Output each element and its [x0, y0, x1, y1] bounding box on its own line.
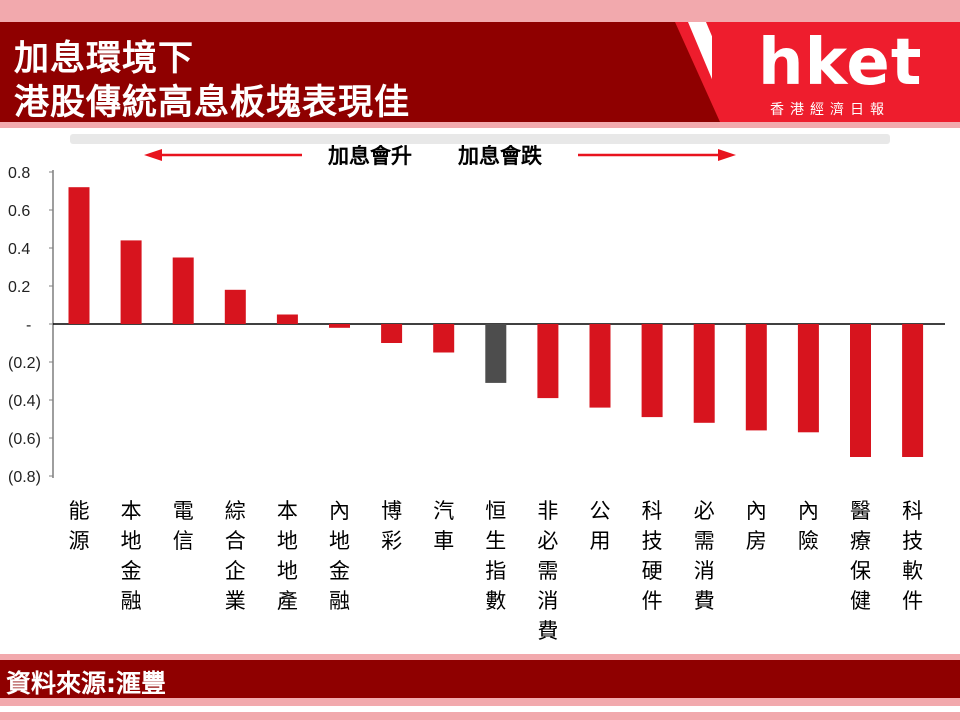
y-tick-label: -: [26, 317, 31, 334]
bar-5: [276, 314, 298, 324]
y-tick-label: (0.4): [8, 393, 41, 410]
rise-label: 加息會升: [327, 145, 412, 168]
bottom-decor-line: [0, 706, 960, 712]
header-divider: [0, 122, 960, 128]
x-category-label: 非必需消費: [537, 499, 558, 643]
x-category-label: 醫療保健: [850, 499, 871, 613]
bar-7: [381, 324, 403, 343]
bar-8: [433, 324, 455, 353]
x-category-label: 能源: [69, 499, 90, 553]
x-category-label: 博彩: [381, 499, 402, 553]
bar-4: [224, 289, 246, 324]
x-category-label: 內險: [798, 499, 819, 553]
x-category-label: 綜合企業: [225, 499, 246, 613]
x-category-label: 必需消費: [694, 499, 715, 613]
bar-11: [589, 324, 611, 408]
y-tick-label: 0.2: [8, 279, 30, 296]
y-tick-label: (0.6): [8, 431, 41, 448]
bar-chart: 0.8 0.6 0.4 0.2 - (0.2) (0.4) (0.6) (0.8) 能源 本地金融…: [8, 145, 945, 643]
bar-3: [172, 257, 194, 324]
footer-divider: [0, 654, 960, 660]
trend-annotation: 加息會升 加息會跌: [144, 145, 736, 168]
brand-logo: hket: [758, 26, 923, 100]
y-tick-label: 0.4: [8, 241, 30, 258]
bar-17: [902, 324, 924, 457]
x-category-label: 科技硬件: [642, 499, 663, 613]
top-decor-strip: [0, 0, 960, 22]
bar-2: [120, 240, 142, 324]
x-category-label: 本地金融: [121, 499, 142, 613]
y-tick-label: (0.8): [8, 469, 41, 486]
x-category-label: 恒生指數: [485, 499, 506, 613]
bar-9: [485, 324, 507, 383]
y-tick-label: 0.8: [8, 165, 30, 182]
bar-16: [850, 324, 871, 457]
x-category-label: 電信: [173, 499, 194, 553]
source-note: 資料來源:滙豐: [6, 669, 166, 698]
x-category-label: 公用: [590, 499, 611, 553]
header-banner: 加息環境下 港股傳統高息板塊表現佳 hket 香港經濟日報: [0, 22, 960, 122]
chart-top-shadow: [70, 134, 890, 144]
bar-group: [68, 187, 924, 457]
brand-subtitle: 香港經濟日報: [770, 102, 890, 118]
page-title-line1: 加息環境下: [14, 39, 195, 79]
bar-14: [745, 324, 767, 431]
bar-15: [797, 324, 819, 433]
x-category-label: 本地地產: [277, 499, 298, 613]
x-category-label: 科技軟件: [902, 499, 923, 613]
bar-10: [537, 324, 559, 399]
x-category-label: 內房: [746, 499, 767, 553]
bar-13: [693, 324, 715, 423]
page-title-line2: 港股傳統高息板塊表現佳: [14, 83, 411, 122]
fall-label: 加息會跌: [457, 145, 543, 168]
brand-panel: [675, 22, 960, 122]
bar-12: [641, 324, 663, 418]
right-arrow-head: [718, 149, 736, 161]
left-arrow-head: [144, 149, 162, 161]
x-category-label: 汽車: [433, 499, 454, 553]
footer-banner: 資料來源:滙豐: [0, 660, 960, 698]
y-tick-group: 0.8 0.6 0.4 0.2 - (0.2) (0.4) (0.6) (0.8): [8, 165, 53, 486]
bar-1: [68, 187, 90, 324]
bar-6: [329, 324, 350, 328]
y-tick-label: 0.6: [8, 203, 30, 220]
x-category-label: 內地金融: [329, 499, 350, 613]
y-tick-label: (0.2): [8, 355, 41, 372]
